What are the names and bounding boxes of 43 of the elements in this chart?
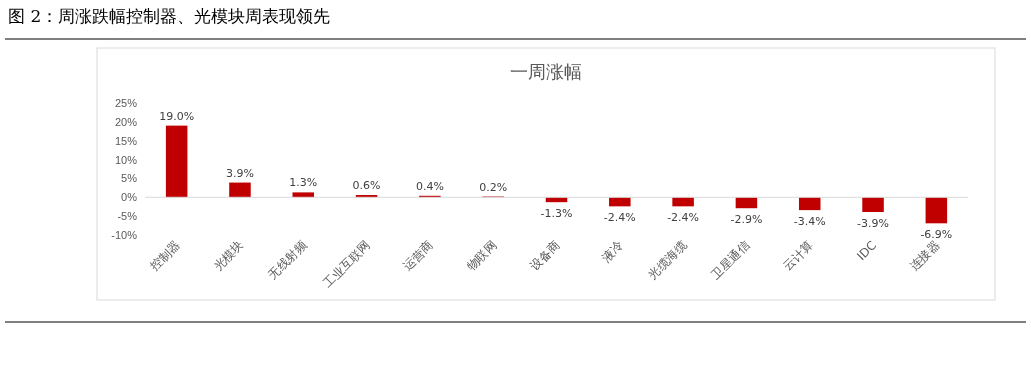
- y-tick-label: 0%: [121, 191, 138, 204]
- y-tick-label: 25%: [114, 97, 138, 110]
- bar: [862, 197, 884, 212]
- y-tick-label: 15%: [114, 134, 138, 147]
- x-tick-label: 设备商: [527, 238, 563, 274]
- data-label: 0.6%: [352, 179, 381, 193]
- x-tick-label: 光缆海缆: [645, 238, 690, 283]
- bar: [609, 197, 631, 207]
- x-tick-label: 液冷: [599, 238, 626, 266]
- x-tick-label: 云计算: [780, 238, 816, 274]
- data-label: 1.3%: [289, 176, 318, 190]
- data-label: 19.0%: [159, 109, 195, 123]
- data-label: -3.4%: [793, 215, 826, 229]
- x-tick-label: 无线射频: [265, 238, 310, 283]
- bar: [165, 125, 188, 198]
- data-label: -1.3%: [540, 207, 573, 221]
- y-tick-label: -10%: [111, 229, 138, 242]
- x-tick-label: 工业互联网: [320, 238, 373, 291]
- data-label: 3.9%: [225, 166, 254, 180]
- data-label: -2.4%: [603, 211, 636, 225]
- x-tick-label: 连接器: [907, 238, 943, 274]
- x-tick-label: 物联网: [463, 238, 500, 274]
- data-label: 0.4%: [415, 179, 444, 193]
- x-tick-label: 光模块: [210, 238, 247, 274]
- bar: [798, 197, 821, 211]
- bar: [925, 197, 948, 224]
- data-label: -2.4%: [667, 211, 700, 225]
- data-label: 0.2%: [479, 180, 508, 194]
- bar: [292, 192, 315, 198]
- data-label: -2.9%: [730, 213, 763, 227]
- x-tick-label: 控制器: [147, 238, 183, 274]
- chart-title: 一周涨幅: [510, 61, 582, 82]
- bar: [229, 182, 251, 198]
- y-tick-label: 20%: [114, 115, 138, 128]
- data-label: -3.9%: [857, 216, 889, 230]
- y-tick-label: 5%: [121, 172, 138, 185]
- caption: 图 2：周涨跌幅控制器、光模块周表现领先: [8, 6, 331, 26]
- y-tick-label: -5%: [117, 210, 138, 223]
- y-tick-label: 10%: [114, 153, 138, 166]
- x-tick-label: IDC: [854, 238, 880, 264]
- x-tick-label: 卫星通信: [708, 238, 753, 283]
- bar: [672, 197, 694, 207]
- x-tick-label: 运营商: [400, 238, 437, 274]
